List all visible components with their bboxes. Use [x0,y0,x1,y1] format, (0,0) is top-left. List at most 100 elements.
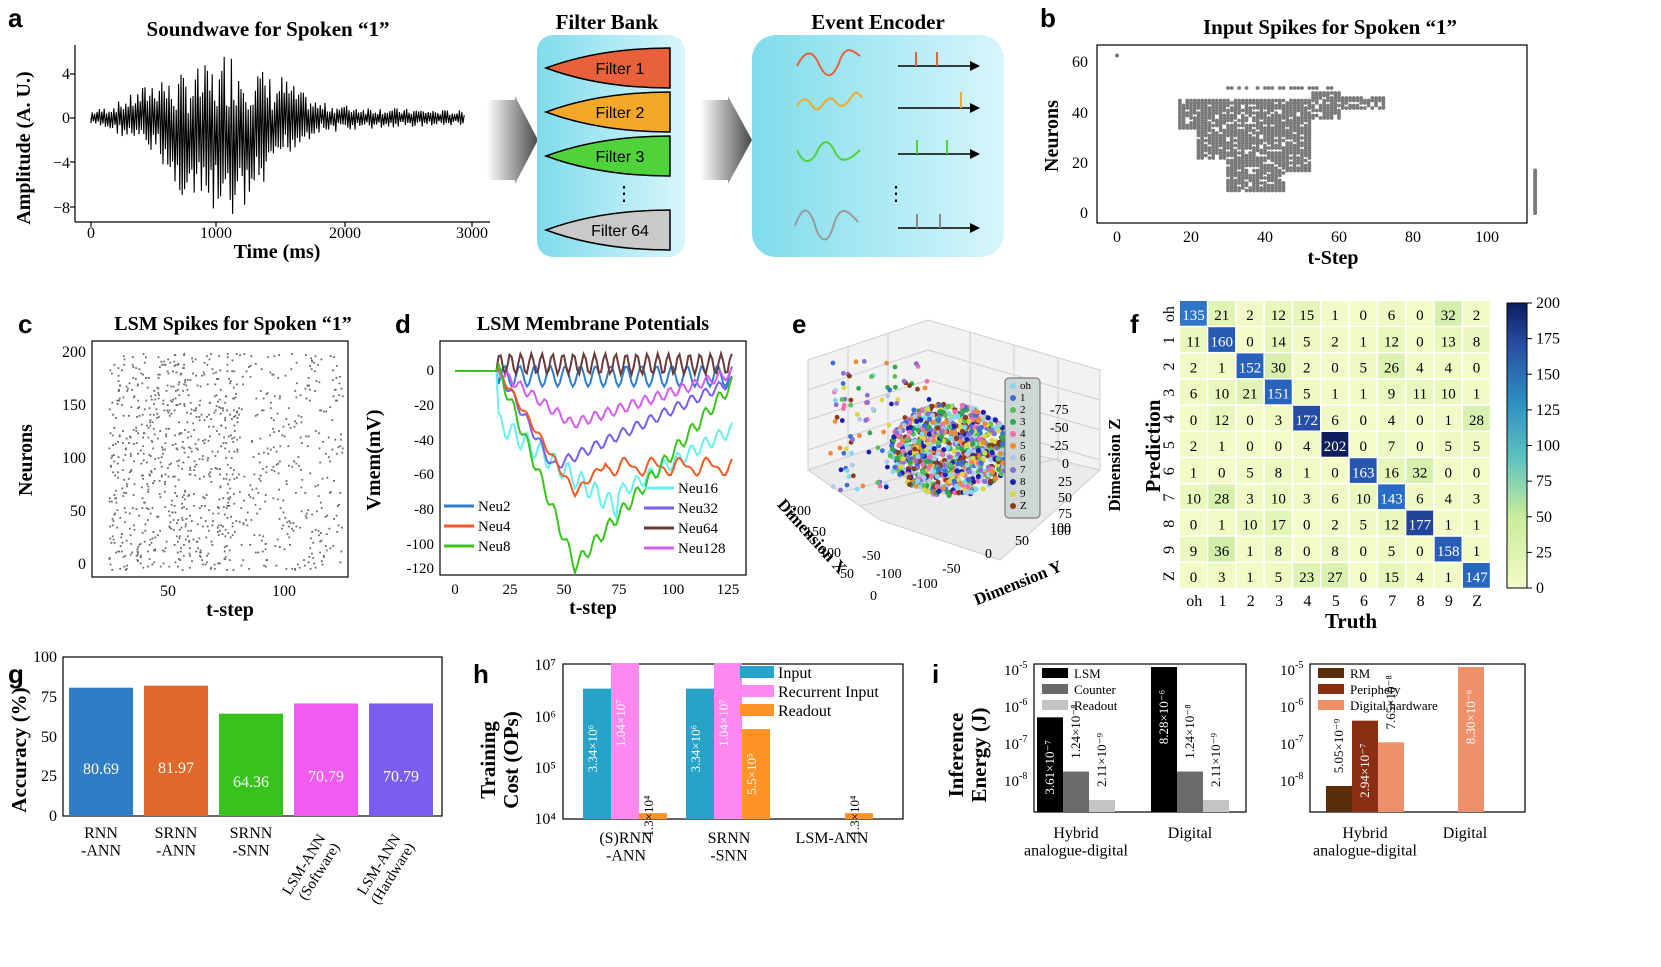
embedding-point [982,478,988,484]
lsm-spike [180,526,183,529]
lsm-spike [171,511,174,514]
lsm-spike [154,458,157,461]
input-spike [1314,113,1319,118]
lsm-spike [250,519,253,521]
lsm-spike [211,368,214,371]
embedding-point [838,487,843,493]
lsm-spike [168,565,171,568]
embedding-point [915,427,921,433]
embedding-point [919,407,925,412]
lsm-spike [187,529,190,532]
training-value: 1.04×10⁷ [716,699,731,747]
lsm-spike [277,498,279,501]
lsm-spike [148,558,151,560]
membrane-ytick: -20 [414,398,434,414]
confusion-cell [1434,484,1462,510]
lsm-spike [159,373,161,376]
lsm-spike [136,550,139,553]
input-spike [1203,98,1208,103]
lsm-spike [198,537,201,540]
lsm-spike [222,442,225,444]
lsm-spike [163,490,166,493]
embedding-point [934,483,940,490]
confusion-value: 1 [1331,308,1339,324]
lsm-spike [219,473,221,476]
lsm-spike [228,478,231,481]
input-spike [1289,98,1293,103]
lsm-spike [241,408,243,411]
lsm-spike [233,424,236,427]
confusion-cell [1236,432,1264,457]
input-spike [1226,108,1230,113]
lsm-spike [175,390,177,392]
membrane-trace [455,370,733,522]
lsm-spike [209,567,212,570]
lsm-spike [146,386,149,389]
lsm-spike [126,390,129,392]
membrane-ylabel: Vmem(mV) [363,409,385,510]
input-spike [1263,86,1267,90]
embedding-legend-marker [1010,491,1016,497]
confusion-ytick: 8 [1161,520,1178,528]
lsm-spike [222,497,225,500]
embedding-ztick: 25 [1058,475,1072,490]
lsm-spike [169,521,172,524]
confusion-value: 1 [1303,465,1311,481]
lsm-spike [249,484,252,487]
embedding-legend-label: 2 [1020,404,1026,416]
confusion-value: 5 [1360,518,1368,534]
lsm-spike [266,392,269,394]
embedding-point [947,454,953,460]
lsm-spike [228,378,230,380]
input-spike [1370,96,1375,100]
confusion-cell [1208,563,1236,588]
lsm-spike [114,512,116,515]
embedding-legend-label: 9 [1020,488,1026,500]
lsm-spike [109,369,112,372]
confusion-value: 3 [1275,413,1283,429]
lsm-spike [108,557,111,559]
lsm-spike [238,521,241,524]
confusion-value: 177 [1409,518,1432,534]
lsm-spike [177,565,179,568]
lsm-spike [176,448,179,451]
confusion-value: 2 [1331,518,1339,534]
embedding-point [860,483,866,489]
embedding-legend-label: 3 [1020,416,1026,428]
lsm-spike [214,467,217,469]
lsm-spike [152,549,155,552]
lsm-spike [173,505,176,507]
lsm-spike [167,475,170,478]
embedding-legend-marker [1010,443,1016,449]
lsm-spike [261,468,264,470]
input-spike [1240,113,1245,118]
training-ytick: 10⁵ [534,760,556,777]
accuracy-ytick: 0 [49,808,57,825]
lsm-spike [199,549,202,552]
confusion-cell [1236,327,1264,352]
filter-3-label: Filter 3 [596,149,645,166]
lsm-spike [231,359,234,362]
confusion-cell [1349,484,1377,510]
lsm-spike [259,480,262,482]
energy-bar [1037,717,1063,812]
input-spike [1337,91,1341,95]
lsm-spike [328,527,331,530]
lsm-spike [208,358,211,361]
lsm-spike [154,549,156,552]
confusion-ytick: oh [1161,306,1178,322]
lsm-spike [121,404,123,406]
input-spike [1229,86,1234,90]
confusion-value: 0 [1416,413,1424,429]
lsm-spike [108,500,111,503]
energy-left-frame [1033,663,1247,813]
confusion-value: 2 [1331,334,1339,350]
confusion-cell [1463,327,1490,352]
lsm-spike [184,490,187,493]
input-spike [1211,98,1216,103]
confusion-value: 1 [1473,387,1481,403]
lsm-spike [142,566,145,569]
embedding-point [987,478,994,485]
input-spike [1259,148,1264,153]
embedding-point [884,459,890,465]
